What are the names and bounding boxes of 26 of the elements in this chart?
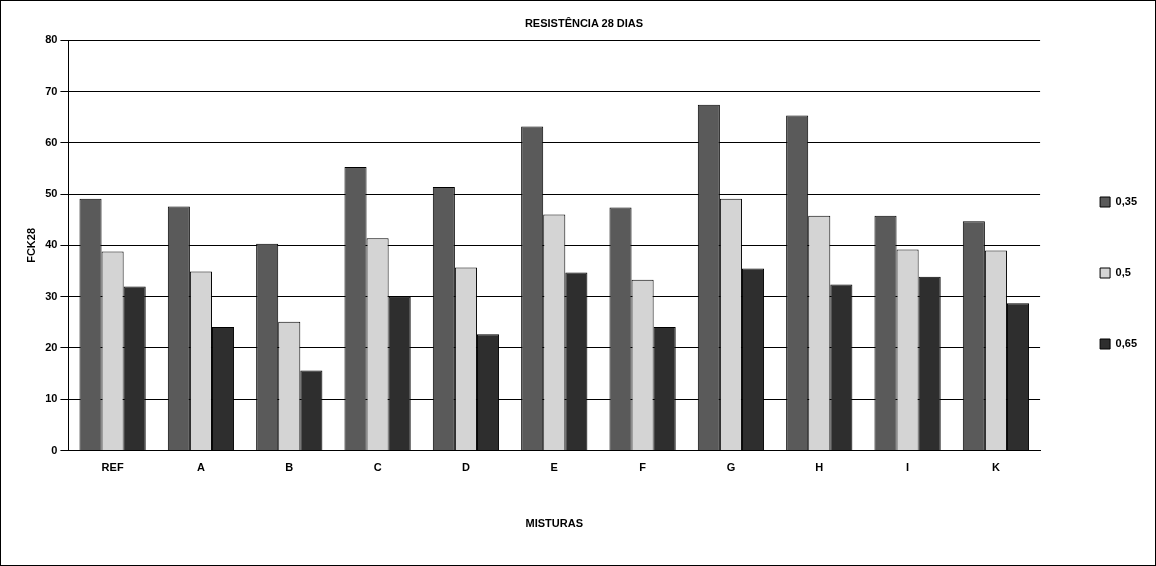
x-tick-label: G [726,461,736,474]
chart-title: RESISTÊNCIA 28 DIAS [524,16,644,29]
y-tick-label: 20 [45,341,58,354]
x-tick-label: H [815,461,824,474]
x-axis-title: MISTURAS [525,517,583,530]
legend-label: 0,65 [1115,337,1138,350]
y-tick-label: 0 [51,443,58,456]
y-axis-title: FCK28 [24,227,37,263]
x-tick-label: E [550,461,558,474]
x-tick-label: F [639,461,647,474]
x-tick-label: C [373,461,382,474]
x-tick-label: I [906,461,910,474]
y-tick-label: 40 [45,238,58,251]
y-tick-label: 50 [45,187,58,200]
x-tick-label: K [991,461,1000,474]
legend-label: 0,5 [1115,266,1131,279]
y-tick-label: 10 [45,392,58,405]
y-tick-label: 60 [45,135,58,148]
x-tick-label: D [461,461,470,474]
x-tick-label: REF [101,461,124,474]
y-tick-label: 30 [45,289,58,302]
y-tick-label: 80 [45,33,58,46]
x-tick-label: B [285,461,294,474]
x-tick-label: A [196,461,205,474]
y-tick-label: 70 [45,84,58,97]
legend-label: 0,35 [1115,195,1138,208]
